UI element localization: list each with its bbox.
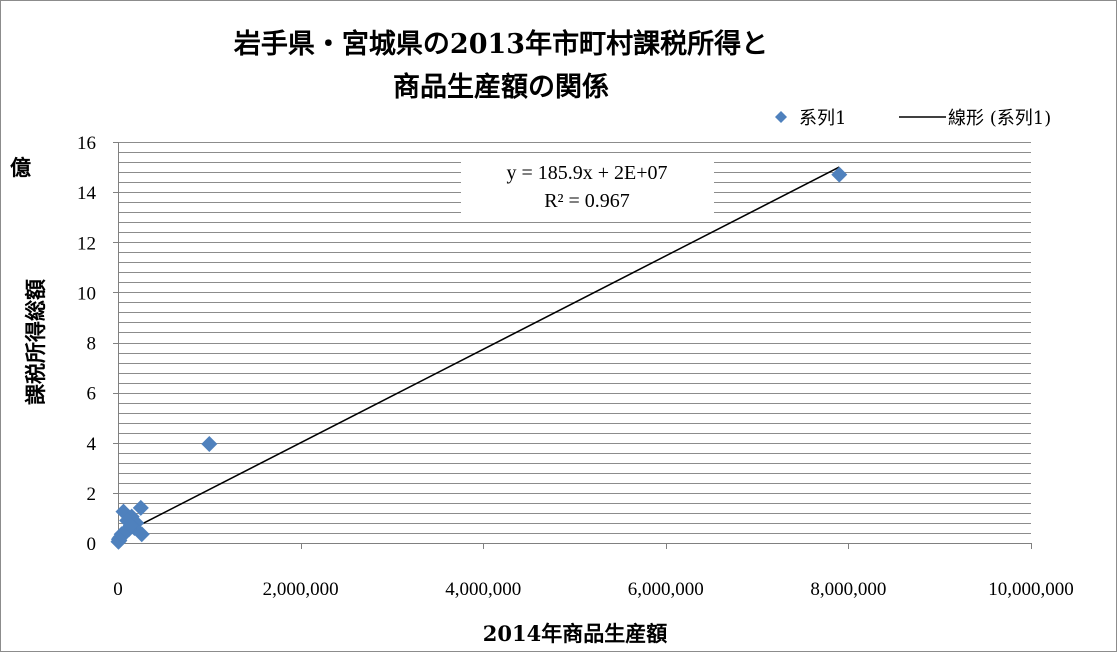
y-axis-unit: 億 (10, 155, 31, 180)
legend-trendline-label: 線形 (系列1) (948, 108, 1051, 129)
x-tick-label: 8,000,000 (810, 579, 886, 600)
trendline-equation: y = 185.9x + 2E+07 (506, 162, 667, 184)
trendline (117, 166, 840, 537)
data-points (110, 166, 848, 550)
tick-labels: 0 2 4 6 8 10 12 14 16 0 2,000,000 4,000,000 6,000,00… (77, 133, 1074, 600)
trendline-equation-box: y = 185.9x + 2E+07 R² = 0.967 (461, 156, 714, 214)
y-tick-label: 14 (77, 183, 97, 204)
legend: 系列1 線形 (系列1) (775, 108, 1051, 129)
trendline-r-squared: R² = 0.967 (544, 190, 630, 212)
x-tick-label: 0 (113, 579, 123, 600)
y-tick-label: 12 (77, 233, 96, 254)
y-tick-label: 10 (77, 283, 96, 304)
data-point-diamond (133, 526, 150, 543)
y-axis-title: 課税所得総額 (23, 279, 48, 405)
x-tick-label: 2,000,000 (263, 579, 339, 600)
gridlines (118, 142, 1031, 534)
y-tick-label: 0 (87, 534, 97, 555)
x-tick-label: 6,000,000 (628, 579, 704, 600)
legend-marker-diamond (775, 111, 787, 123)
y-tick-label: 8 (87, 334, 97, 355)
y-tick-label: 4 (87, 434, 97, 455)
data-point-diamond (119, 512, 136, 529)
chart-title-line-1: 岩手県・宮城県の2013年市町村課税所得と (233, 28, 768, 60)
trendline-layer (117, 166, 840, 537)
x-tick-label: 10,000,000 (988, 579, 1074, 600)
data-point-diamond (132, 499, 149, 516)
axes (113, 142, 1032, 549)
equation-background (461, 156, 714, 214)
x-axis-title: 2014年商品生産額 (483, 621, 667, 646)
data-point-diamond (122, 517, 139, 534)
x-tick-label: 4,000,000 (445, 579, 521, 600)
legend-series-label: 系列1 (799, 108, 846, 129)
y-tick-label: 16 (77, 133, 96, 154)
data-point-diamond (201, 436, 218, 453)
y-tick-label: 6 (87, 384, 97, 405)
y-tick-label: 2 (87, 484, 97, 505)
chart-title-line-2: 商品生産額の関係 (393, 71, 609, 103)
data-point-diamond (831, 166, 848, 183)
